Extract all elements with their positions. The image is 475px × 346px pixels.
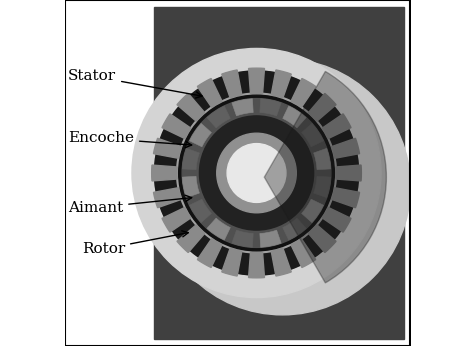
- Text: Rotor: Rotor: [82, 231, 188, 256]
- Wedge shape: [177, 225, 205, 253]
- Wedge shape: [222, 248, 242, 276]
- Wedge shape: [168, 107, 195, 133]
- Wedge shape: [271, 70, 291, 98]
- Wedge shape: [318, 214, 345, 239]
- Wedge shape: [206, 77, 229, 102]
- Text: Aimant: Aimant: [68, 195, 192, 215]
- Wedge shape: [160, 200, 186, 224]
- Text: Encoche: Encoche: [68, 131, 192, 148]
- Circle shape: [227, 144, 286, 202]
- Wedge shape: [314, 148, 331, 170]
- Circle shape: [154, 71, 359, 275]
- Wedge shape: [264, 71, 386, 283]
- Text: Stator: Stator: [68, 69, 202, 98]
- Wedge shape: [303, 230, 329, 257]
- Wedge shape: [277, 74, 301, 100]
- Wedge shape: [238, 253, 256, 275]
- Wedge shape: [284, 244, 308, 269]
- Wedge shape: [256, 71, 275, 93]
- Wedge shape: [332, 188, 360, 208]
- Wedge shape: [283, 106, 306, 128]
- Wedge shape: [271, 248, 291, 276]
- Wedge shape: [207, 106, 230, 128]
- Wedge shape: [336, 173, 359, 192]
- Wedge shape: [260, 99, 281, 116]
- Wedge shape: [153, 188, 181, 208]
- Circle shape: [217, 133, 296, 213]
- Wedge shape: [291, 239, 316, 267]
- Wedge shape: [198, 79, 222, 107]
- Circle shape: [179, 95, 334, 251]
- Wedge shape: [327, 122, 353, 146]
- Wedge shape: [162, 208, 191, 232]
- Wedge shape: [190, 235, 216, 261]
- Wedge shape: [155, 179, 178, 199]
- Circle shape: [132, 48, 381, 298]
- Wedge shape: [336, 165, 361, 181]
- Circle shape: [200, 116, 314, 230]
- Wedge shape: [314, 176, 331, 198]
- Wedge shape: [314, 101, 341, 127]
- Wedge shape: [283, 218, 306, 240]
- Wedge shape: [182, 148, 200, 170]
- Wedge shape: [335, 147, 358, 167]
- Wedge shape: [232, 99, 253, 116]
- Wedge shape: [330, 194, 355, 217]
- Wedge shape: [248, 252, 265, 278]
- Wedge shape: [162, 114, 191, 138]
- Wedge shape: [153, 138, 181, 158]
- Wedge shape: [207, 218, 230, 240]
- Circle shape: [182, 99, 331, 247]
- Wedge shape: [190, 199, 211, 222]
- Wedge shape: [308, 225, 336, 253]
- Wedge shape: [332, 138, 360, 158]
- Wedge shape: [222, 70, 242, 98]
- Wedge shape: [158, 129, 183, 152]
- Wedge shape: [154, 154, 177, 173]
- Wedge shape: [297, 85, 323, 111]
- Wedge shape: [184, 89, 210, 116]
- Wedge shape: [322, 114, 351, 138]
- Wedge shape: [322, 208, 351, 232]
- Wedge shape: [260, 230, 281, 247]
- Wedge shape: [263, 252, 283, 275]
- Wedge shape: [190, 124, 211, 147]
- Wedge shape: [302, 199, 323, 222]
- Wedge shape: [177, 93, 205, 121]
- Wedge shape: [212, 246, 236, 272]
- Bar: [154, 7, 404, 339]
- Wedge shape: [248, 68, 265, 94]
- Wedge shape: [302, 124, 323, 147]
- Wedge shape: [232, 230, 253, 247]
- Wedge shape: [198, 239, 222, 267]
- Wedge shape: [291, 79, 316, 107]
- Circle shape: [154, 59, 410, 315]
- Wedge shape: [172, 219, 199, 245]
- Wedge shape: [182, 176, 200, 198]
- Wedge shape: [152, 165, 177, 181]
- Wedge shape: [230, 71, 250, 94]
- Wedge shape: [308, 93, 336, 121]
